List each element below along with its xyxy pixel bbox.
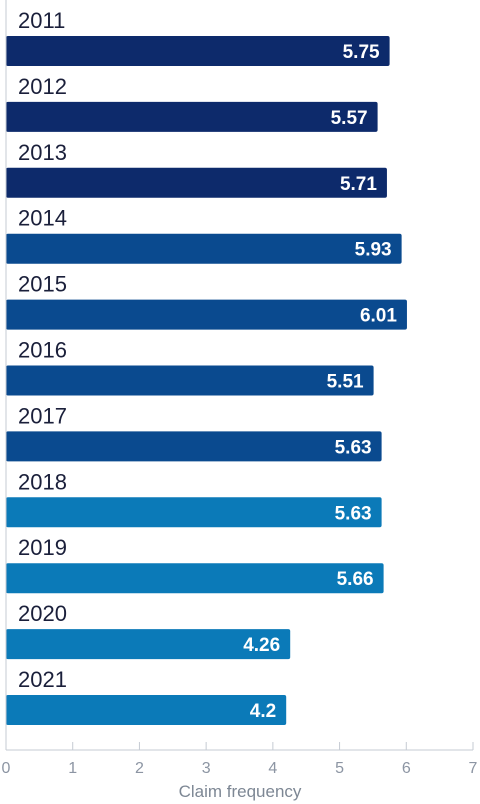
category-label: 2015 — [18, 272, 67, 297]
bar — [6, 101, 378, 132]
x-axis-title: Claim frequency — [179, 782, 302, 801]
bar — [6, 167, 387, 198]
bars-group: 2011 5.75 2012 5.57 2013 5.71 2014 5.93 2015 6.01… — [6, 8, 407, 725]
category-label: 2017 — [18, 403, 67, 428]
value-label: 5.75 — [343, 42, 380, 63]
value-label: 5.63 — [335, 503, 372, 524]
value-label: 5.63 — [335, 437, 372, 458]
value-label: 5.57 — [331, 108, 368, 129]
x-tick-label: 3 — [202, 760, 211, 777]
category-label: 2019 — [18, 535, 67, 560]
bar — [6, 629, 291, 660]
x-tick-label: 1 — [68, 760, 77, 777]
value-label: 5.51 — [327, 372, 364, 393]
x-axis: 0 1 2 3 4 5 6 7 — [2, 0, 478, 777]
category-label: 2014 — [18, 206, 67, 231]
category-label: 2012 — [18, 74, 67, 99]
category-label: 2011 — [18, 8, 65, 33]
bar — [6, 233, 402, 264]
category-label: 2021 — [18, 667, 67, 692]
value-label: 6.01 — [360, 306, 397, 327]
x-tick-label: 4 — [268, 760, 277, 777]
x-tick-label: 7 — [469, 760, 478, 777]
category-label: 2018 — [18, 469, 67, 494]
x-tick-label: 5 — [335, 760, 344, 777]
value-label: 5.93 — [355, 240, 392, 261]
bar — [6, 36, 390, 66]
value-label: 5.66 — [337, 569, 374, 590]
value-label: 4.26 — [243, 635, 280, 656]
x-tick-label: 6 — [402, 760, 411, 777]
x-tick-label: 2 — [135, 760, 144, 777]
x-tick-label: 0 — [2, 760, 11, 777]
bar — [6, 365, 374, 396]
bar — [6, 563, 384, 594]
value-label: 5.71 — [340, 174, 377, 195]
value-label: 4.2 — [250, 701, 276, 722]
bar — [6, 695, 287, 725]
category-label: 2013 — [18, 140, 67, 165]
category-label: 2016 — [18, 338, 67, 363]
bar — [6, 431, 382, 462]
category-label: 2020 — [18, 601, 67, 626]
bar — [6, 497, 382, 528]
bar — [6, 299, 407, 330]
